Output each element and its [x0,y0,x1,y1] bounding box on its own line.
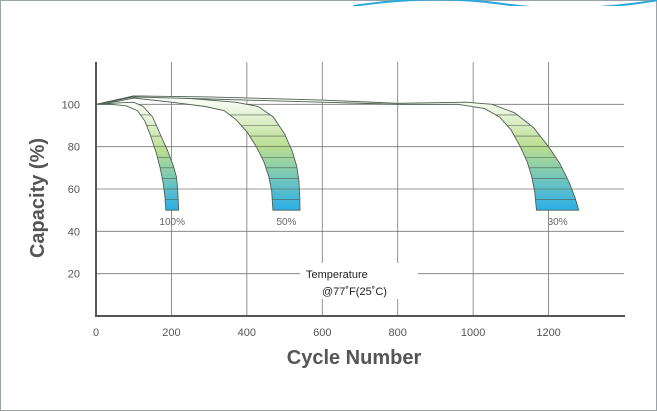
temperature-annotation-line1: Temperature [306,269,368,281]
series-30pct-band [95,95,580,211]
series-30pct-label: 30% [548,217,568,228]
x-tick-label-1200: 1200 [536,327,560,339]
y-tick-label-100: 100 [62,99,80,111]
x-tick-label-600: 600 [313,327,331,339]
x-tick-label-0: 0 [93,327,99,339]
y-tick-label-20: 20 [68,269,80,281]
y-axis-title: Capacity (%) [27,138,49,258]
series-50pct-band [95,95,301,211]
series-100pct-band [95,101,180,211]
x-axis-title: Cycle Number [287,347,422,369]
series-layer: 100% 50% 30% [95,95,580,228]
annotation-backdrop [300,263,418,299]
x-tick-label-1000: 1000 [461,327,485,339]
series-50pct-label: 50% [276,217,296,228]
y-tick-label-60: 60 [68,184,80,196]
y-tick-label-80: 80 [68,142,80,154]
y-tick-label-40: 40 [68,226,80,238]
top-accent-curve [353,0,657,6]
series-100pct-label: 100% [159,217,185,228]
x-tick-label-800: 800 [389,327,407,339]
x-tick-label-400: 400 [238,327,256,339]
top-accent-decoration [353,0,657,6]
x-tick-label-200: 200 [162,327,180,339]
temperature-annotation-line2: @77˚F(25˚C) [322,286,387,298]
